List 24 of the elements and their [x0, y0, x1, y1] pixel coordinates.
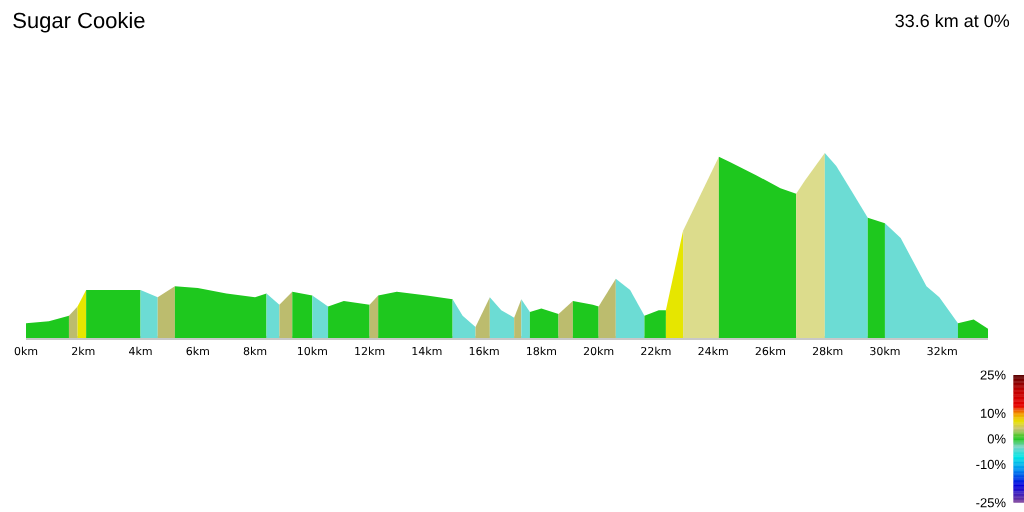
- color-bar-label: -25%: [976, 498, 1006, 508]
- x-tick-label: 30km: [870, 346, 900, 356]
- color-bar-label: 10%: [980, 408, 1006, 418]
- text: 33.6 km at 0%: [895, 13, 1010, 28]
- x-tick-label: 28km: [812, 346, 843, 356]
- x-tick-label: 20km: [583, 346, 614, 356]
- x-tick-label: 24km: [698, 346, 728, 356]
- x-tick-label: 6km: [186, 346, 209, 356]
- color-bar-label: 25%: [980, 370, 1006, 380]
- chart-title: Sugar Cookie: [13, 12, 145, 33]
- x-tick-label: 10km: [297, 346, 327, 356]
- x-tick-label: 8km: [243, 346, 267, 356]
- x-tick-label: 0km: [14, 346, 38, 356]
- color-bar-label: 0%: [987, 434, 1006, 444]
- x-tick-label: 2km: [72, 346, 95, 356]
- x-tick-label: 12km: [355, 346, 385, 356]
- x-tick-label: 4km: [129, 346, 152, 356]
- x-tick-label: 32km: [927, 346, 957, 356]
- x-tick-label: 22km: [641, 346, 671, 356]
- x-tick-label: 16km: [469, 346, 499, 356]
- x-tick-label: 26km: [755, 346, 786, 356]
- x-tick-label: 14km: [412, 346, 442, 356]
- color-bar-label: -10%: [976, 459, 1006, 470]
- x-tick-label: 18km: [527, 346, 556, 356]
